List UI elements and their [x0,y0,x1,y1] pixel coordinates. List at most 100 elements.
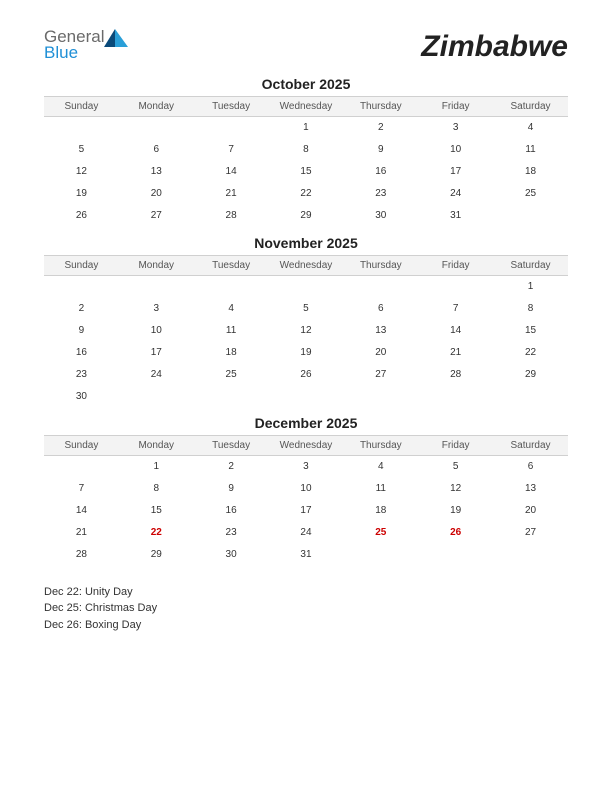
calendar-cell: 24 [418,183,493,205]
calendar-cell: 2 [343,117,418,139]
calendar-cell: 19 [44,183,119,205]
calendar-cell: 23 [44,363,119,385]
calendar-cell [119,117,194,139]
day-header: Sunday [44,255,119,275]
calendar-row: 14151617181920 [44,500,568,522]
calendar-cell [493,385,568,407]
calendar-row: 16171819202122 [44,341,568,363]
month-block: December 2025 SundayMondayTuesdayWednesda… [44,415,568,566]
calendar-cell: 23 [343,183,418,205]
calendar-cell: 18 [194,341,269,363]
month-block: November 2025SundayMondayTuesdayWednesda… [44,235,568,408]
calendar-cell [343,385,418,407]
day-header: Thursday [343,97,418,117]
calendar-cell: 5 [44,139,119,161]
calendar-cell [194,385,269,407]
calendar-cell [418,275,493,297]
calendar-cell: 4 [493,117,568,139]
month-block: October 2025 SundayMondayTuesdayWednesday… [44,76,568,227]
calendar-cell: 14 [44,500,119,522]
calendar-cell: 2 [44,297,119,319]
calendar-cell [44,456,119,478]
calendar-cell: 1 [493,275,568,297]
calendar-cell: 28 [44,544,119,566]
calendar-cell: 1 [269,117,344,139]
calendar-cell: 28 [418,363,493,385]
calendar-cell [44,117,119,139]
calendar-row: 2345678 [44,297,568,319]
day-header: Monday [119,97,194,117]
calendar-cell: 8 [493,297,568,319]
calendar-cell: 3 [418,117,493,139]
calendar-table: SundayMondayTuesdayWednesdayThursdayFrid… [44,435,568,566]
logo: General Blue [44,28,128,62]
calendar-row: 28293031 [44,544,568,566]
calendar-cell: 13 [343,319,418,341]
day-header: Friday [418,436,493,456]
calendar-cell: 7 [194,139,269,161]
day-header: Sunday [44,97,119,117]
calendar-cell: 6 [343,297,418,319]
calendar-row: 78910111213 [44,478,568,500]
calendar-cell [194,275,269,297]
calendar-row: 262728293031 [44,205,568,227]
calendar-cell [343,275,418,297]
day-header: Thursday [343,255,418,275]
calendar-cell [269,275,344,297]
holiday-list: Dec 22: Unity DayDec 25: Christmas DayDe… [44,584,568,634]
calendar-cell: 21 [44,522,119,544]
calendar-cell: 18 [493,161,568,183]
calendar-cell: 26 [44,205,119,227]
day-header: Wednesday [269,255,344,275]
calendar-cell: 13 [493,478,568,500]
day-header: Friday [418,97,493,117]
month-title: December 2025 [44,415,568,431]
calendar-cell: 29 [119,544,194,566]
calendar-cell: 29 [493,363,568,385]
calendar-cell: 1 [119,456,194,478]
calendar-cell: 27 [493,522,568,544]
calendar-cell: 12 [269,319,344,341]
day-header: Monday [119,436,194,456]
calendar-cell: 20 [343,341,418,363]
header: General Blue Zimbabwe [44,28,568,64]
calendar-cell: 4 [343,456,418,478]
day-header: Wednesday [269,436,344,456]
calendar-cell: 10 [119,319,194,341]
calendar-cell: 13 [119,161,194,183]
calendar-cell: 29 [269,205,344,227]
calendar-cell [44,275,119,297]
calendar-cell: 26 [269,363,344,385]
calendar-cell [418,385,493,407]
calendar-cell: 14 [194,161,269,183]
day-header: Tuesday [194,97,269,117]
month-title: October 2025 [44,76,568,92]
calendar-row: 1234 [44,117,568,139]
calendar-cell: 10 [269,478,344,500]
holiday-entry: Dec 26: Boxing Day [44,617,568,634]
calendar-cell: 25 [194,363,269,385]
calendar-cell: 31 [269,544,344,566]
calendar-cell: 24 [119,363,194,385]
calendar-cell: 27 [343,363,418,385]
day-header: Wednesday [269,97,344,117]
calendar-cell: 15 [269,161,344,183]
calendar-cell: 23 [194,522,269,544]
calendar-row: 19202122232425 [44,183,568,205]
calendar-cell: 15 [493,319,568,341]
day-header: Tuesday [194,255,269,275]
calendar-cell: 7 [418,297,493,319]
calendar-cell: 17 [418,161,493,183]
calendar-cell: 11 [493,139,568,161]
calendar-cell: 3 [119,297,194,319]
calendar-cell: 8 [269,139,344,161]
calendar-cell: 9 [194,478,269,500]
calendar-cell: 18 [343,500,418,522]
calendar-row: 1 [44,275,568,297]
calendar-cell: 30 [343,205,418,227]
calendar-cell: 25 [343,522,418,544]
calendar-row: 21222324252627 [44,522,568,544]
calendar-cell: 5 [418,456,493,478]
day-header: Saturday [493,436,568,456]
calendar-cell: 8 [119,478,194,500]
